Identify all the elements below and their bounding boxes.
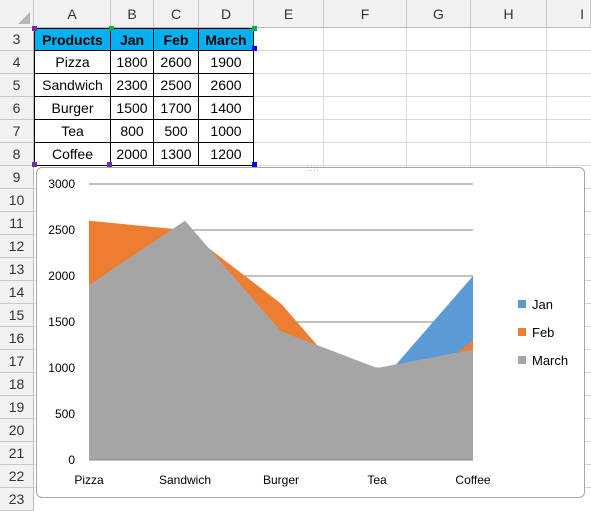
table-cell[interactable]: 800: [111, 120, 154, 143]
column-header-bar: A B C D E F G H I: [0, 0, 591, 28]
legend-swatch-march: [518, 356, 526, 364]
gridline: [34, 73, 591, 74]
row-header[interactable]: 9: [0, 166, 34, 189]
x-tick-label: Tea: [367, 473, 387, 487]
row-header[interactable]: 10: [0, 189, 34, 212]
row-header[interactable]: 13: [0, 258, 34, 281]
y-tick-label: 1500: [48, 315, 75, 329]
gridline: [34, 119, 591, 120]
row-header[interactable]: 15: [0, 304, 34, 327]
row-header[interactable]: 17: [0, 350, 34, 373]
x-tick-label: Sandwich: [159, 473, 211, 487]
y-tick-label: 1000: [48, 361, 75, 375]
chart-resize-handle-icon[interactable]: ::::: [307, 164, 320, 173]
column-header-i[interactable]: I: [547, 0, 591, 28]
range-handle[interactable]: [109, 26, 114, 31]
legend-item-march[interactable]: March: [518, 352, 588, 368]
range-handle[interactable]: [252, 46, 257, 51]
range-handle[interactable]: [32, 26, 37, 31]
gridline: [34, 165, 591, 166]
table-cell[interactable]: 1400: [199, 97, 254, 120]
column-header-c[interactable]: C: [154, 0, 199, 28]
x-tick-label: Coffee: [455, 473, 490, 487]
column-header-f[interactable]: F: [324, 0, 407, 28]
table-cell[interactable]: 1700: [154, 97, 199, 120]
table-header-products[interactable]: Products: [34, 28, 111, 51]
legend-label-feb: Feb: [532, 324, 555, 340]
y-tick-label: 2500: [48, 223, 75, 237]
row-header[interactable]: 16: [0, 327, 34, 350]
column-header-g[interactable]: G: [407, 0, 471, 28]
table-header-jan[interactable]: Jan: [111, 28, 154, 51]
select-all-triangle-icon: [18, 12, 30, 24]
table-cell[interactable]: 1800: [111, 51, 154, 74]
table-cell[interactable]: 1000: [199, 120, 254, 143]
row-header[interactable]: 23: [0, 488, 34, 511]
row-header[interactable]: 5: [0, 74, 34, 97]
y-tick-label: 2000: [48, 269, 75, 283]
column-header-a[interactable]: A: [34, 0, 111, 28]
table-cell[interactable]: 1500: [111, 97, 154, 120]
range-handle[interactable]: [107, 162, 112, 167]
table-cell[interactable]: 2500: [154, 74, 199, 97]
table-cell[interactable]: Coffee: [34, 143, 111, 166]
legend-item-jan[interactable]: Jan: [518, 296, 588, 312]
row-header[interactable]: 21: [0, 442, 34, 465]
legend-label-march: March: [532, 352, 569, 368]
y-tick-label: 0: [68, 453, 75, 467]
gridline: [34, 142, 591, 143]
row-header[interactable]: 3: [0, 28, 34, 51]
table-cell[interactable]: 500: [154, 120, 199, 143]
row-header[interactable]: 14: [0, 281, 34, 304]
table-cell[interactable]: 2600: [199, 74, 254, 97]
gridline: [34, 50, 591, 51]
table-cell[interactable]: 2600: [154, 51, 199, 74]
table-cell[interactable]: 1300: [154, 143, 199, 166]
column-header-b[interactable]: B: [111, 0, 154, 28]
x-tick-label: Burger: [263, 473, 299, 487]
range-handle[interactable]: [32, 162, 37, 167]
gridline: [34, 96, 591, 97]
x-tick-label: Pizza: [74, 473, 104, 487]
row-header[interactable]: 19: [0, 396, 34, 419]
row-header[interactable]: 11: [0, 212, 34, 235]
legend-swatch-feb: [518, 328, 526, 336]
column-header-e[interactable]: E: [254, 0, 324, 28]
row-header[interactable]: 8: [0, 143, 34, 166]
legend-label-jan: Jan: [532, 296, 553, 312]
row-header[interactable]: 22: [0, 465, 34, 488]
row-header[interactable]: 6: [0, 97, 34, 120]
area-series-march[interactable]: [89, 220, 473, 460]
select-all-corner[interactable]: [0, 0, 34, 28]
table-cell[interactable]: 1900: [199, 51, 254, 74]
legend-swatch-jan: [518, 300, 526, 308]
column-header-h[interactable]: H: [471, 0, 547, 28]
table-cell[interactable]: Pizza: [34, 51, 111, 74]
row-header[interactable]: 18: [0, 373, 34, 396]
range-handle[interactable]: [252, 26, 257, 31]
table-cell[interactable]: Sandwich: [34, 74, 111, 97]
table-cell[interactable]: Tea: [34, 120, 111, 143]
row-header[interactable]: 4: [0, 51, 34, 74]
row-header[interactable]: 20: [0, 419, 34, 442]
table-cell[interactable]: Burger: [34, 97, 111, 120]
range-handle[interactable]: [252, 162, 257, 167]
column-header-d[interactable]: D: [199, 0, 254, 28]
y-tick-label: 500: [55, 407, 75, 421]
table-cell[interactable]: 1200: [199, 143, 254, 166]
table-cell[interactable]: 2300: [111, 74, 154, 97]
chart-plot: 0 500 1000 1500 2000 2500 3000 Pizza Sandwich Bur…: [48, 177, 491, 487]
table-cell[interactable]: 2000: [111, 143, 154, 166]
row-header[interactable]: 7: [0, 120, 34, 143]
table-header-feb[interactable]: Feb: [154, 28, 199, 51]
legend-item-feb[interactable]: Feb: [518, 324, 588, 340]
table-header-march[interactable]: March: [199, 28, 254, 51]
row-header[interactable]: 12: [0, 235, 34, 258]
y-tick-label: 3000: [48, 177, 75, 191]
